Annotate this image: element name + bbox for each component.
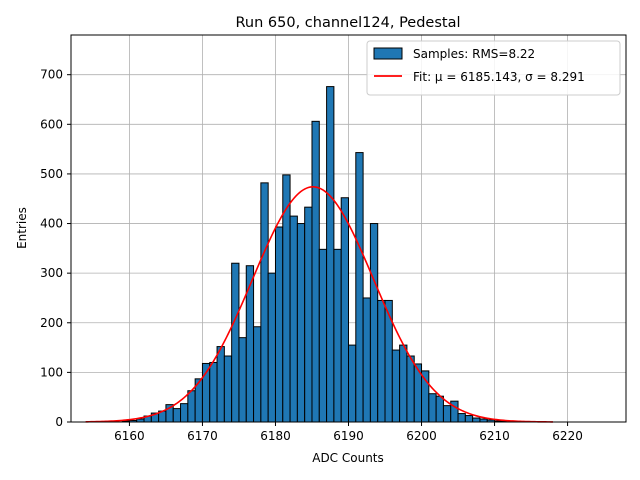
y-tick-label: 600 [40,117,63,131]
histogram-bar [267,272,276,423]
x-axis-label: ADC Counts [312,451,384,465]
x-tick-label: 6170 [187,429,218,443]
x-tick-label: 6220 [552,429,583,443]
x-tick-label: 6210 [479,429,510,443]
histogram-bar [442,405,452,423]
histogram-bar [457,413,466,423]
histogram-bar [274,226,284,423]
legend-fit-label: Fit: μ = 6185.143, σ = 8.291 [413,70,585,84]
histogram-bar [180,403,189,423]
y-tick-label: 200 [40,316,63,330]
histogram-bar [391,349,401,423]
x-tick-label: 6180 [260,429,291,443]
y-tick-label: 500 [40,167,63,181]
legend-histogram-label: Samples: RMS=8.22 [413,47,535,61]
histogram-bar [245,265,255,423]
histogram-bar [406,355,415,423]
histogram-bar [260,182,269,423]
y-axis-label: Entries [15,207,29,249]
histogram-bar [238,337,247,423]
histogram-bar [362,297,371,423]
histogram-bar [187,390,196,423]
fit-curve [85,186,553,423]
histogram-bar [348,344,357,423]
histogram-bar [377,299,386,423]
y-tick-label: 700 [40,68,63,82]
y-tick-label: 400 [40,217,63,231]
legend: Samples: RMS=8.22 Fit: μ = 6185.143, σ =… [366,40,621,96]
x-tick-label: 6200 [406,429,437,443]
histogram-bar [340,197,349,423]
histogram-bar [304,206,313,423]
histogram-bar [428,393,437,423]
y-tick-label: 300 [40,266,63,280]
y-tick-label: 100 [40,365,63,379]
histogram-bar [289,215,298,423]
histogram-bar [172,408,182,423]
histogram-bar [326,86,335,423]
chart-title: Run 650, channel124, Pedestal [235,15,460,31]
histogram-bar [209,361,218,423]
histogram-bar [296,223,306,423]
legend-histogram-swatch [373,47,403,60]
histogram-bar [318,248,328,423]
legend-box [366,40,621,96]
histogram-bar [223,355,233,423]
histogram-bar [216,346,225,423]
histogram-bar [253,326,262,423]
histogram-bar [399,344,408,423]
histogram-bar [311,120,320,423]
histogram-bar [333,248,342,423]
x-axis-ticks: 6160 6170 6180 6190 6200 6210 6220 [114,422,583,443]
histogram-bar [435,395,444,423]
y-tick-label: 0 [55,415,63,429]
histogram-bar [369,223,379,423]
y-axis-ticks: 0 100 200 300 400 500 600 700 [40,68,71,429]
x-tick-label: 6190 [333,429,364,443]
histogram-bar [472,417,481,423]
x-tick-label: 6160 [114,429,145,443]
histogram-bar [464,415,474,423]
histogram-bar [355,152,364,423]
histogram-bar [231,262,240,423]
